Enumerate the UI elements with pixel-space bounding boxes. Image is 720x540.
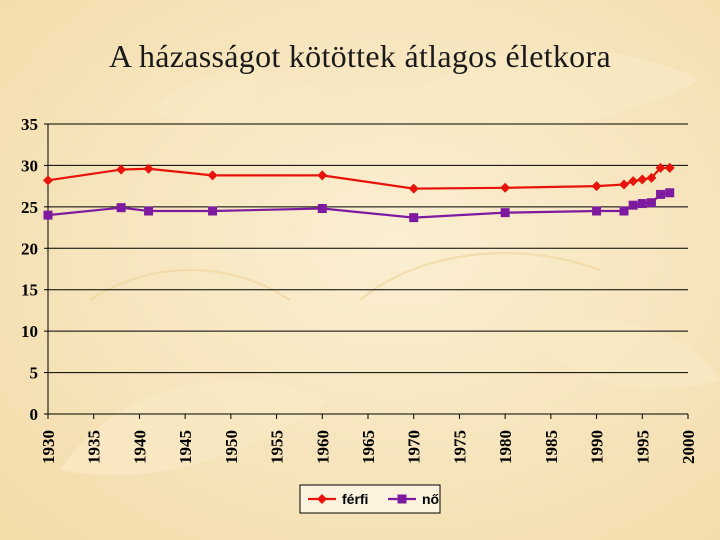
data-point: [637, 199, 647, 209]
y-axis-ticks: 0 5 10 15 20 25 30 35: [21, 115, 48, 424]
legend-marker: [317, 494, 327, 504]
data-point: [656, 189, 666, 199]
x-tick-label: 1970: [405, 430, 424, 464]
x-tick-label: 2000: [679, 430, 698, 464]
data-point: [116, 203, 126, 213]
legend-marker: [397, 494, 407, 504]
data-point: [144, 206, 154, 216]
series-line: [47, 166, 670, 190]
y-tick-label: 30: [21, 156, 38, 175]
data-point: [655, 162, 666, 173]
y-tick-label: 15: [21, 281, 38, 300]
data-point: [646, 172, 657, 183]
x-tick-label: 1980: [496, 430, 515, 464]
gridlines: [48, 123, 688, 374]
x-tick-label: 1930: [39, 430, 58, 464]
data-point: [592, 206, 602, 216]
x-tick-label: 1965: [359, 430, 378, 464]
series-ferfi: [43, 162, 675, 194]
x-tick-label: 1955: [268, 430, 287, 464]
data-point: [637, 174, 648, 185]
data-point: [665, 188, 675, 198]
legend-item-ferfi: férfi: [308, 491, 368, 507]
legend-label: férfi: [342, 491, 368, 507]
data-point: [317, 170, 328, 181]
data-point: [628, 200, 638, 210]
x-tick-label: 1950: [222, 430, 241, 464]
series-layer: [43, 162, 675, 223]
y-tick-label: 35: [21, 115, 38, 134]
data-point: [591, 181, 602, 192]
data-point: [646, 198, 656, 208]
series-no: [43, 188, 675, 223]
x-tick-label: 1940: [130, 430, 149, 464]
axes: [47, 124, 688, 415]
legend-label: nő: [422, 491, 439, 507]
series-line: [47, 191, 670, 219]
y-tick-label: 20: [21, 239, 38, 258]
x-tick-label: 1975: [450, 430, 469, 464]
y-tick-label: 0: [30, 405, 39, 424]
data-point: [500, 182, 511, 193]
data-point: [43, 210, 53, 220]
y-tick-label: 25: [21, 198, 38, 217]
x-tick-label: 1935: [85, 430, 104, 464]
x-tick-label: 1990: [588, 430, 607, 464]
x-tick-label: 1995: [633, 430, 652, 464]
x-tick-label: 1960: [313, 430, 332, 464]
data-point: [619, 179, 629, 190]
y-tick-label: 5: [30, 364, 39, 383]
data-point: [408, 183, 419, 194]
data-point: [207, 170, 218, 181]
data-point: [116, 164, 127, 175]
chart-title: A házasságot kötöttek átlagos életkora: [109, 38, 611, 74]
data-point: [409, 213, 419, 223]
x-tick-label: 1985: [542, 430, 561, 464]
data-point: [619, 206, 629, 216]
x-axis-ticks: 1930 1935 1940 1945 1950 1955 1960 1965 1970 1975…: [39, 414, 698, 464]
data-point: [500, 208, 510, 218]
legend: férfi nő: [299, 484, 441, 514]
y-tick-label: 10: [21, 322, 38, 341]
data-point: [628, 176, 639, 187]
data-point: [664, 162, 675, 173]
data-point: [208, 206, 218, 216]
legend-item-no: nő: [388, 491, 439, 507]
data-point: [143, 163, 154, 174]
data-point: [317, 204, 327, 214]
data-point: [43, 175, 53, 186]
x-tick-label: 1945: [176, 430, 195, 464]
